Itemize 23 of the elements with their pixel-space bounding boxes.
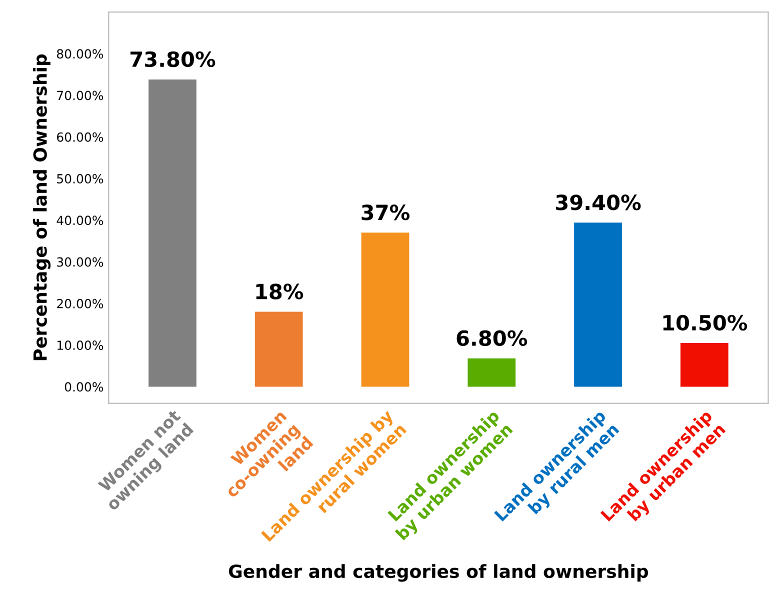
data-label: 18% [256,284,304,300]
data-label: 73.80% [130,51,216,68]
y-tick-label: 40.00% [56,216,104,226]
y-tick-label: 50.00% [57,174,104,184]
y-tick-label: 20.00% [57,298,104,308]
y-tick-label: 30.00% [57,257,104,267]
x-axis-title: Gender and categories of land ownership [228,564,648,582]
y-tick-label: 10.00% [57,340,104,350]
y-tick-label: 80.00% [56,49,104,59]
bar [254,312,303,387]
bar [574,222,622,387]
y-tick-label: 70.00% [57,90,104,100]
bar [148,79,196,387]
data-label: 10.50% [663,314,748,331]
bar [361,232,410,387]
data-label: 37% [362,204,410,220]
bar [468,358,516,387]
data-label: 39.40% [556,194,641,210]
y-axis-title: Percentage of land Ownership [32,54,51,360]
bar [680,342,728,387]
data-label: 6.80% [456,330,528,346]
y-tick-label: 60.00% [56,132,104,142]
y-tick-label: 0.00% [64,382,104,392]
